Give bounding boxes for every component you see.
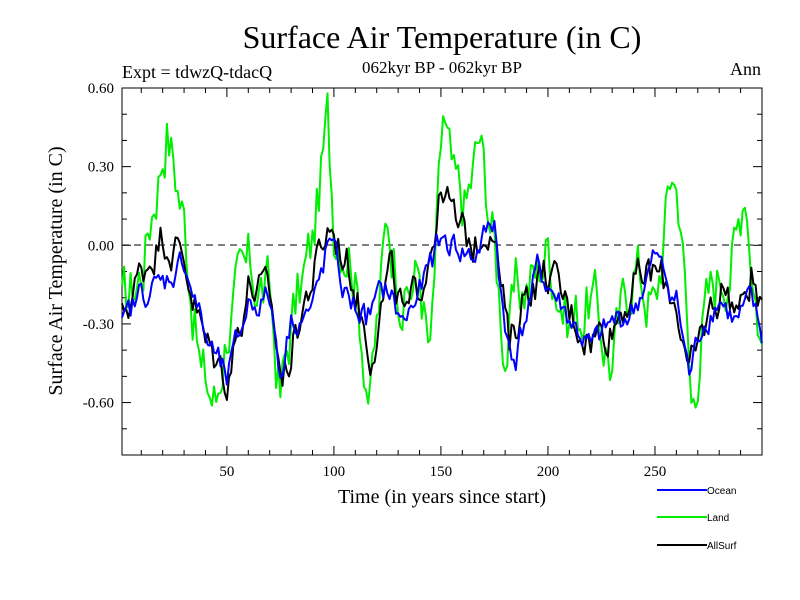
x-axis-label: Time (in years since start) [338, 486, 546, 508]
y-tick-label: 0.60 [88, 81, 114, 97]
x-tick-label: 250 [644, 464, 667, 480]
legend: Ocean Land AllSurf [657, 486, 737, 552]
x-tick-label: 50 [219, 464, 234, 480]
series-lines [121, 92, 763, 409]
x-tick-label: 150 [430, 464, 453, 480]
series-line-ocean [121, 220, 763, 386]
x-tick-label: 100 [323, 464, 346, 480]
y-axis-label: Surface Air Temperature (in C) [45, 146, 67, 395]
y-tick-label: -0.30 [83, 317, 114, 333]
chart-title: Surface Air Temperature (in C) [243, 19, 642, 55]
legend-label-land: Land [707, 513, 729, 524]
series-line-land [121, 92, 763, 409]
y-tick-label: 0.30 [88, 160, 114, 176]
series-line-allsurf [121, 185, 763, 401]
y-tick-label: 0.00 [88, 238, 114, 254]
y-tick-label: -0.60 [83, 396, 114, 412]
axis-tick-labels: 50 100 150 200 250 0.60 0.30 0.00 -0.30 -0.60 [83, 81, 666, 480]
legend-label-allsurf: AllSurf [707, 541, 737, 552]
x-tick-label: 200 [537, 464, 560, 480]
legend-label-ocean: Ocean [707, 486, 736, 497]
axis-ticks [122, 87, 762, 455]
experiment-label: Expt = tdwzQ-tdacQ [122, 62, 272, 82]
season-label: Ann [730, 59, 761, 79]
chart-subtitle: 062kyr BP - 062kyr BP [362, 58, 522, 77]
